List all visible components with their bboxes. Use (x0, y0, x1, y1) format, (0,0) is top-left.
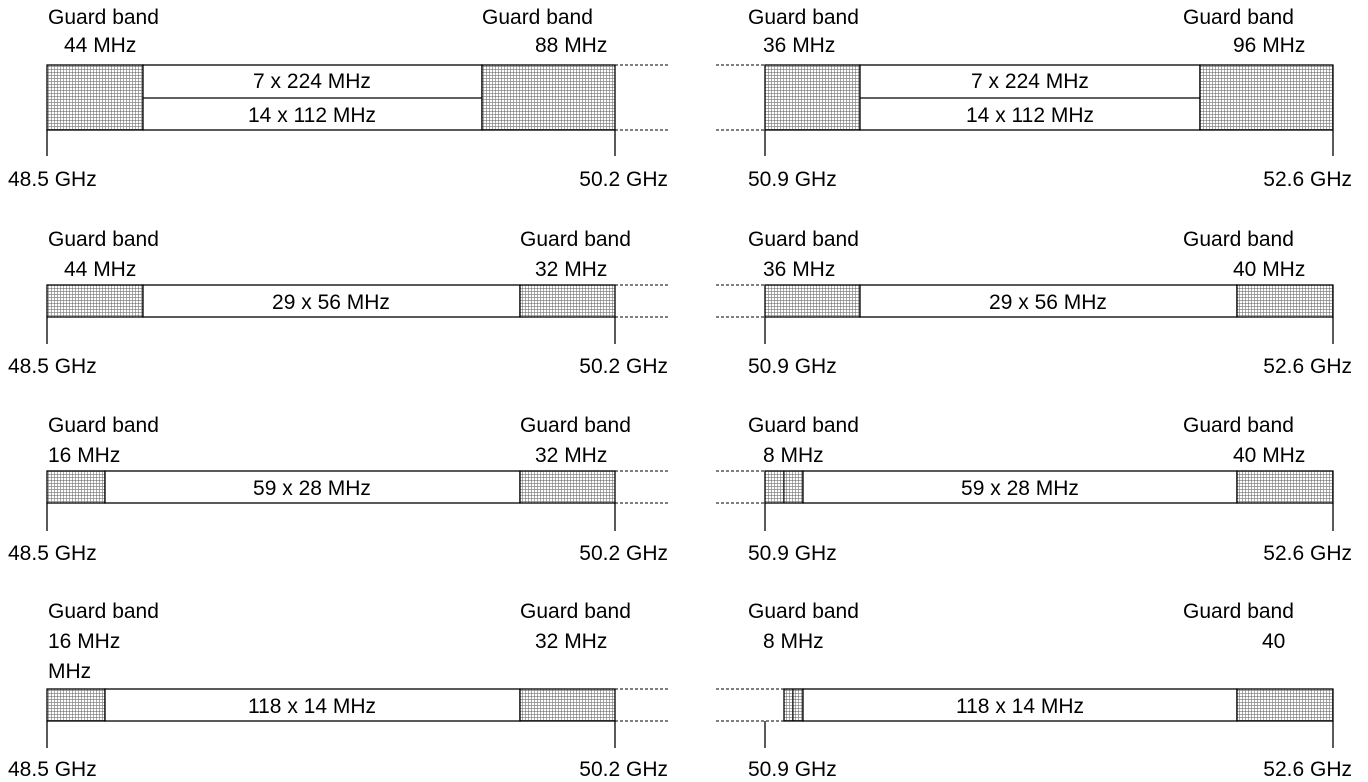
guard-right-width: 88 MHz (535, 34, 607, 57)
guard-right-title: Guard band (1183, 600, 1294, 623)
channel-block (104, 688, 521, 722)
band-right-50-9-52-6: Guard band 8 MHz Guard band 40 MHz 59 x … (716, 414, 1352, 565)
channel-label: 29 x 56 MHz (989, 291, 1107, 314)
guard-right-width: 32 MHz (535, 444, 607, 467)
guard-right-title: Guard band (520, 414, 631, 437)
channel-label: 59 x 28 MHz (253, 477, 371, 500)
guard-right-title: Guard band (520, 228, 631, 251)
guard-left-title: Guard band (748, 414, 859, 437)
guard-right-width: 40 MHz (1233, 444, 1305, 467)
guard-left-title: Guard band (48, 228, 159, 251)
guard-left-title: Guard band (748, 6, 859, 29)
guard-band-right (1236, 284, 1334, 318)
guard-band-right (519, 284, 616, 318)
guard-left-width: 36 MHz (763, 258, 835, 281)
freq-start: 48.5 GHz (8, 168, 97, 191)
guard-right-width: 32 MHz (535, 630, 607, 653)
channel-label: 118 x 14 MHz (248, 695, 376, 718)
row-1: Guard band 44 MHz Guard band 32 MHz 29 x… (8, 228, 1352, 378)
channel-label: 7 x 224 MHz (971, 70, 1089, 93)
guard-band-right (1236, 688, 1334, 722)
band-left-48-5-50-2: Guard band 16 MHz Guard band 32 MHz 59 x… (8, 414, 668, 565)
row-0: Guard band 44 MHz Guard band 88 MHz 7 x … (8, 6, 1352, 191)
freq-end: 50.2 GHz (579, 758, 668, 781)
band-left-48-5-50-2: Guard band 44 MHz Guard band 88 MHz 7 x … (8, 6, 668, 191)
guard-band-left (46, 64, 144, 131)
channel-block (142, 284, 521, 318)
band-right-50-9-52-6: Guard band 36 MHz Guard band 96 MHz 7 x … (716, 6, 1352, 191)
guard-right-title: Guard band (1183, 6, 1294, 29)
guard-left-title: Guard band (748, 228, 859, 251)
freq-start: 50.9 GHz (748, 168, 837, 191)
guard-right-width: 40 (1262, 630, 1285, 653)
guard-band-right (481, 64, 616, 131)
channel-label: 14 x 112 MHz (248, 104, 376, 127)
band-left-48-5-50-2: Guard band 16 MHz MHz Guard band 32 MHz … (8, 600, 668, 781)
channel-label: 118 x 14 MHz (956, 695, 1084, 718)
guard-right-width: 40 MHz (1233, 258, 1305, 281)
channel-block (802, 470, 1238, 504)
freq-end: 50.2 GHz (579, 355, 668, 378)
freq-start: 48.5 GHz (8, 542, 97, 565)
guard-left-width: 8 MHz (763, 630, 824, 653)
guard-band-right (1199, 64, 1334, 131)
guard-left-width: 44 MHz (64, 34, 136, 57)
band-right-50-9-52-6: Guard band 8 MHz Guard band 40 118 x 14 … (716, 600, 1352, 781)
freq-end: 50.2 GHz (579, 168, 668, 191)
guard-left-extra: MHz (48, 660, 91, 683)
freq-start: 50.9 GHz (748, 542, 837, 565)
guard-band-right (1236, 470, 1334, 504)
guard-left-width: 16 MHz (48, 630, 120, 653)
freq-end: 52.6 GHz (1263, 168, 1352, 191)
guard-right-title: Guard band (520, 600, 631, 623)
guard-right-title: Guard band (1183, 414, 1294, 437)
freq-end: 50.2 GHz (579, 542, 668, 565)
channel-label: 59 x 28 MHz (961, 477, 1079, 500)
guard-left-width: 44 MHz (64, 258, 136, 281)
guard-right-title: Guard band (1183, 228, 1294, 251)
guard-band-right (519, 688, 616, 722)
guard-band-left (764, 284, 861, 318)
channel-label: 29 x 56 MHz (272, 291, 390, 314)
guard-band-left (46, 284, 144, 318)
guard-left-title: Guard band (48, 414, 159, 437)
row-2: Guard band 16 MHz Guard band 32 MHz 59 x… (8, 414, 1352, 565)
guard-left-title: Guard band (748, 600, 859, 623)
guard-right-width: 32 MHz (535, 258, 607, 281)
guard-left-width: 36 MHz (763, 34, 835, 57)
freq-end: 52.6 GHz (1263, 542, 1352, 565)
band-left-48-5-50-2: Guard band 44 MHz Guard band 32 MHz 29 x… (8, 228, 668, 378)
guard-band-left (46, 470, 106, 504)
guard-right-title: Guard band (482, 6, 593, 29)
row-3: Guard band 16 MHz MHz Guard band 32 MHz … (8, 600, 1352, 781)
band-right-50-9-52-6: Guard band 36 MHz Guard band 40 MHz 29 x… (716, 228, 1352, 378)
guard-right-width: 96 MHz (1233, 34, 1305, 57)
guard-band-left (46, 688, 106, 722)
guard-band-left (764, 64, 861, 131)
guard-left-width: 8 MHz (763, 444, 824, 467)
channel-block (859, 284, 1238, 318)
freq-end: 52.6 GHz (1263, 758, 1352, 781)
freq-start: 50.9 GHz (748, 355, 837, 378)
freq-start: 50.9 GHz (748, 758, 837, 781)
guard-left-width: 16 MHz (48, 444, 120, 467)
guard-left-title: Guard band (48, 600, 159, 623)
guard-band-right (519, 470, 616, 504)
guard-left-title: Guard band (48, 6, 159, 29)
channel-label: 7 x 224 MHz (253, 70, 371, 93)
channel-label: 14 x 112 MHz (966, 104, 1094, 127)
freq-start: 48.5 GHz (8, 758, 97, 781)
freq-end: 52.6 GHz (1263, 355, 1352, 378)
freq-start: 48.5 GHz (8, 355, 97, 378)
channel-block (802, 688, 1238, 722)
